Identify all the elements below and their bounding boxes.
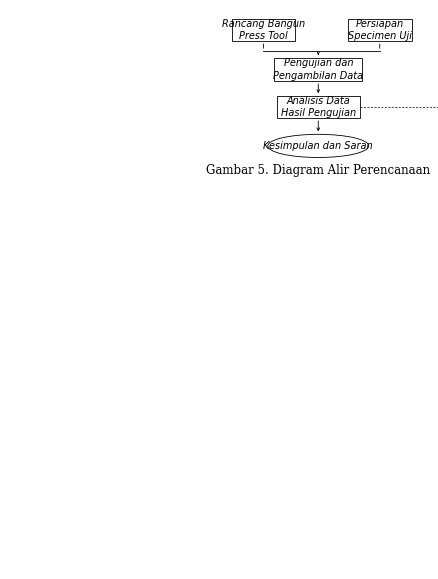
FancyBboxPatch shape [231,19,294,41]
FancyBboxPatch shape [347,19,411,41]
FancyBboxPatch shape [274,58,361,81]
Text: Gambar 5. Diagram Alir Perencanaan: Gambar 5. Diagram Alir Perencanaan [206,164,429,177]
Text: Kesimpulan dan Saran: Kesimpulan dan Saran [263,141,372,151]
Text: Pengujian dan
Pengambilan Data: Pengujian dan Pengambilan Data [272,58,363,80]
Text: Analisis Data
Hasil Pengujian: Analisis Data Hasil Pengujian [280,96,355,118]
Ellipse shape [267,134,368,157]
FancyBboxPatch shape [276,96,359,118]
Text: Rancang Bangun
Press Tool: Rancang Bangun Press Tool [221,19,304,41]
Text: Persiapan
Specimen Uji: Persiapan Specimen Uji [347,19,411,41]
